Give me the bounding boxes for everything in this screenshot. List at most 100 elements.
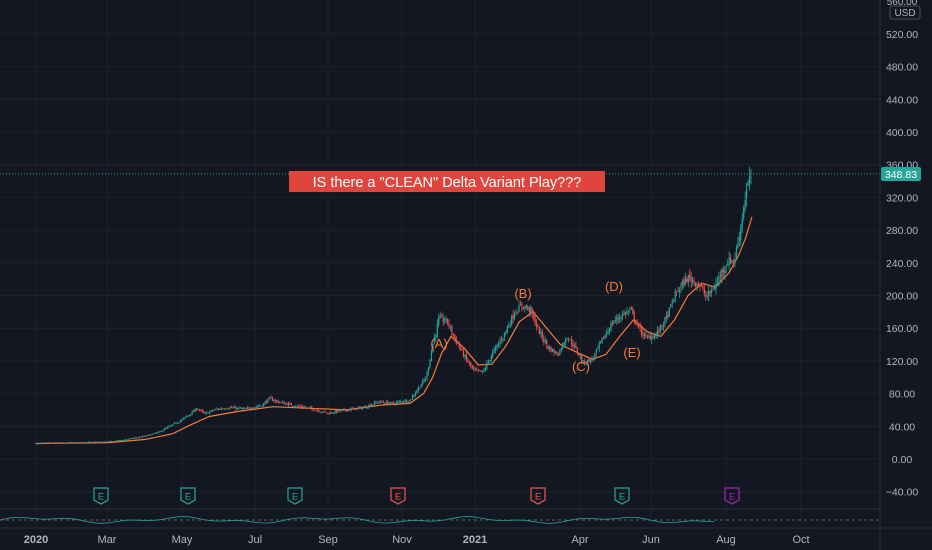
candle-body bbox=[303, 407, 306, 409]
candle-body bbox=[579, 356, 581, 358]
candle-body bbox=[489, 360, 491, 362]
candle-body bbox=[696, 283, 698, 287]
earnings-marker[interactable]: E bbox=[180, 487, 196, 505]
candle-body bbox=[503, 332, 506, 338]
candle-body bbox=[298, 405, 300, 407]
candle-body bbox=[179, 420, 182, 422]
earnings-marker[interactable]: E bbox=[614, 487, 630, 505]
candle-body bbox=[671, 301, 673, 304]
candle-body bbox=[130, 438, 132, 440]
candle-body bbox=[162, 430, 164, 432]
candle-body bbox=[235, 407, 237, 410]
candle-body bbox=[738, 237, 740, 241]
wave-label: (C) bbox=[572, 359, 590, 374]
candle-body bbox=[223, 408, 225, 410]
candle-body bbox=[541, 331, 543, 339]
candle-body bbox=[87, 442, 90, 443]
candle-body bbox=[630, 308, 632, 310]
candle-body bbox=[381, 401, 383, 403]
candle-body bbox=[95, 442, 97, 443]
candle-body bbox=[397, 401, 399, 403]
candle-body bbox=[267, 398, 269, 403]
candle-body bbox=[495, 346, 497, 351]
candle-body bbox=[160, 431, 163, 433]
candle-body bbox=[712, 289, 714, 291]
candle-body bbox=[302, 406, 304, 408]
candle-body bbox=[48, 443, 50, 444]
earnings-marker[interactable]: E bbox=[287, 487, 303, 505]
candle-body bbox=[149, 434, 151, 436]
candle-body bbox=[185, 416, 187, 418]
price-tick-label: 520.00 bbox=[886, 29, 918, 41]
candle-body bbox=[42, 442, 44, 444]
candle-body bbox=[45, 442, 47, 444]
candle-body bbox=[611, 322, 613, 325]
candle-body bbox=[305, 407, 307, 409]
candle-body bbox=[582, 360, 584, 362]
candle-body bbox=[350, 408, 352, 411]
candle-body bbox=[300, 406, 303, 408]
candle-body bbox=[543, 339, 545, 342]
candle-body bbox=[731, 260, 733, 263]
candle-body bbox=[248, 407, 250, 409]
candle-body bbox=[673, 301, 675, 303]
candle-body bbox=[476, 369, 478, 371]
candle-body bbox=[385, 401, 387, 404]
candle-body bbox=[741, 218, 743, 226]
candle-body bbox=[613, 321, 615, 324]
candle-body bbox=[400, 401, 402, 403]
candle-body bbox=[169, 425, 171, 427]
candle-body bbox=[328, 413, 330, 415]
candle-body bbox=[60, 442, 62, 444]
candle-body bbox=[327, 412, 329, 414]
candle-body bbox=[750, 176, 752, 178]
candle-body bbox=[124, 439, 126, 441]
earnings-marker[interactable]: E bbox=[530, 487, 546, 505]
candle-body bbox=[176, 422, 179, 424]
candle-body bbox=[257, 406, 259, 408]
earnings-marker[interactable]: E bbox=[724, 487, 740, 505]
earnings-marker[interactable]: E bbox=[390, 487, 406, 505]
candle-body bbox=[115, 440, 117, 442]
candle-body bbox=[640, 328, 643, 335]
candle-body bbox=[443, 321, 446, 323]
candle-body bbox=[246, 407, 249, 409]
moving-average bbox=[35, 216, 753, 445]
candle-body bbox=[391, 402, 393, 403]
candle-body bbox=[109, 441, 112, 442]
candle-body bbox=[441, 315, 443, 317]
candle-body bbox=[219, 408, 221, 410]
candle-body bbox=[90, 441, 93, 443]
candle-body bbox=[111, 441, 113, 442]
candle-body bbox=[112, 441, 114, 443]
candle-body bbox=[171, 424, 173, 426]
price-tick-label: 280.00 bbox=[886, 225, 918, 237]
candle-body bbox=[624, 312, 627, 315]
candle-body bbox=[236, 407, 238, 410]
candle-body bbox=[554, 351, 557, 353]
candle-body bbox=[657, 330, 659, 336]
candle-body bbox=[51, 442, 53, 444]
candle-body bbox=[713, 288, 716, 290]
candle-body bbox=[137, 437, 139, 439]
candle-body bbox=[134, 437, 136, 439]
wave-label: (D) bbox=[605, 279, 623, 294]
earnings-marker-label: E bbox=[729, 492, 735, 503]
candle-body bbox=[652, 337, 654, 339]
earnings-marker[interactable]: E bbox=[93, 487, 109, 505]
candle-body bbox=[249, 407, 252, 409]
candle-body bbox=[251, 408, 253, 410]
candle-body bbox=[438, 317, 440, 325]
candle-body bbox=[595, 349, 597, 353]
candle-body bbox=[528, 307, 530, 312]
candle-body bbox=[534, 315, 536, 325]
candle-body bbox=[557, 354, 559, 356]
candle-body bbox=[254, 407, 256, 409]
candle-body bbox=[505, 330, 507, 334]
price-tick-label: 120.00 bbox=[886, 356, 918, 368]
candle-body bbox=[525, 306, 527, 309]
candle-body bbox=[516, 312, 519, 314]
candle-body bbox=[643, 334, 646, 337]
candle-body bbox=[356, 408, 358, 410]
candle-body bbox=[141, 436, 144, 438]
